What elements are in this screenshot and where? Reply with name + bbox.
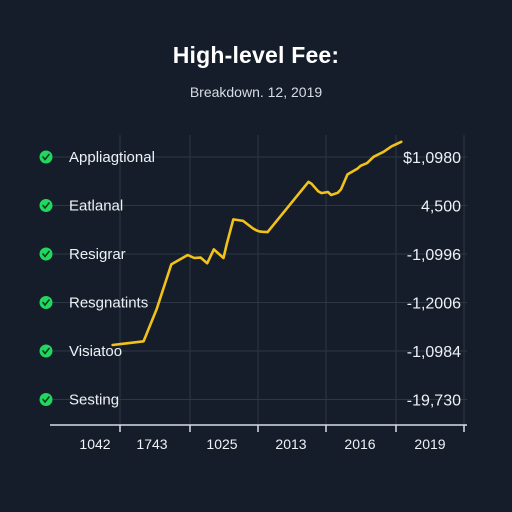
row-value: -19,730 (407, 393, 461, 410)
x-tick-label: 2019 (414, 436, 445, 452)
row-value: -1,2006 (407, 296, 461, 313)
row-label: Resigrar (69, 246, 126, 263)
x-tick-label: 1743 (136, 436, 167, 452)
check-icon (42, 299, 50, 307)
row-label: Resgnatints (69, 295, 148, 312)
row-value: -1,0984 (407, 344, 461, 361)
x-ticks-group: 1042 1743 1025 2013 2016 2019 (79, 425, 465, 452)
row-label: Sesting (69, 392, 119, 409)
x-tick-label: 2013 (275, 436, 306, 452)
check-icon (42, 250, 50, 258)
grid-lines (50, 135, 467, 425)
row-value: 4,500 (421, 199, 461, 216)
x-tick-label: 1042 (79, 436, 110, 452)
series-group (111, 140, 403, 347)
check-icon (42, 153, 50, 161)
x-tick-label: 1025 (206, 436, 237, 452)
chart-subtitle: Breakdown. 12, 2019 (189, 84, 323, 100)
x-tick-label: 2016 (344, 436, 375, 452)
row-label: Visiatoo (69, 343, 122, 360)
row-labels-group: Appliagtional $1,0980 Eatlanal 4,500 Resigra… (39, 149, 461, 410)
check-icon (42, 396, 50, 404)
series-line (111, 140, 403, 347)
row-label: Appliagtional (69, 149, 155, 166)
check-icon (42, 202, 50, 210)
row-value: $1,0980 (403, 150, 461, 167)
row-label: Eatlanal (69, 198, 123, 215)
chart-title: High-level Fee: (172, 42, 340, 68)
check-icon (42, 347, 50, 355)
row-value: -1,0996 (407, 247, 461, 264)
